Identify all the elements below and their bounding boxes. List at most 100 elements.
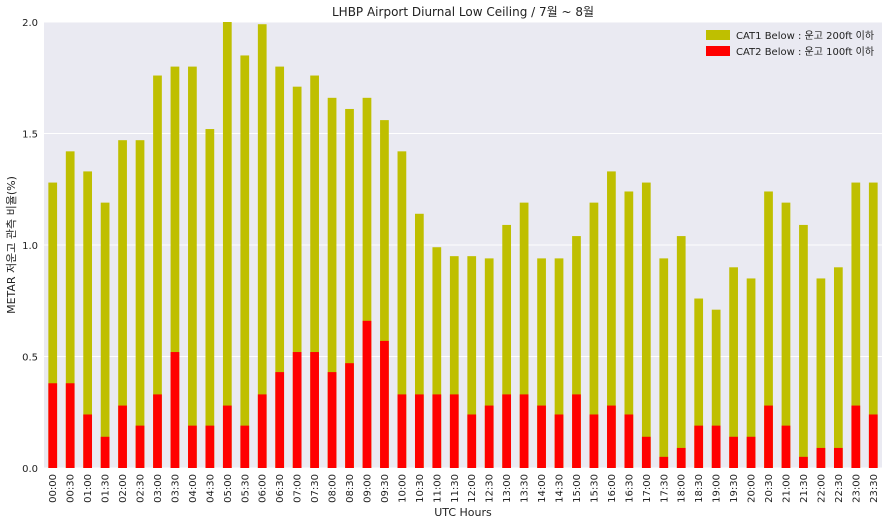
bar-cat1 [222, 22, 232, 468]
bar-cat2 [310, 352, 319, 468]
bar-cat1 [345, 108, 354, 468]
x-tick-label: 14:30 [555, 474, 566, 503]
bar-cat2 [380, 340, 389, 468]
bar-cat1 [484, 258, 494, 468]
x-tick-label: 17:30 [659, 474, 670, 503]
x-tick-label: 13:00 [502, 474, 513, 503]
bar-cat2 [572, 394, 581, 468]
x-axis-label: UTC Hours [434, 506, 492, 519]
bar-cat1 [764, 191, 773, 469]
x-tick-label: 11:30 [450, 474, 461, 503]
legend-swatch-cat2 [706, 46, 730, 56]
x-tick-label: 18:00 [677, 474, 688, 503]
bar-cat2 [502, 394, 512, 468]
y-tick-label: 0.5 [22, 353, 38, 364]
bar-cat2 [345, 363, 354, 468]
bar-cat2 [257, 394, 267, 468]
bar-cat1 [100, 202, 110, 468]
x-tick-label: 12:30 [485, 474, 496, 503]
bar-cat1 [572, 236, 581, 468]
bar-cat2 [799, 456, 808, 468]
bar-cat2 [694, 425, 704, 468]
bar-cat2 [362, 320, 372, 468]
bar-cat2 [275, 372, 285, 468]
bar-cat2 [48, 383, 58, 468]
x-tick-label: 16:00 [607, 474, 618, 503]
x-tick-label: 07:00 [293, 474, 304, 503]
x-tick-label: 21:30 [799, 474, 810, 503]
bar-cat2 [100, 436, 110, 468]
x-tick-label: 01:30 [101, 474, 112, 503]
y-tick-label: 1.0 [22, 241, 38, 252]
x-tick-label: 08:30 [345, 474, 356, 503]
bar-cat2 [676, 447, 686, 468]
bar-cat1 [327, 97, 337, 468]
series-cat2-bars [48, 320, 878, 468]
bar-cat2 [659, 456, 669, 468]
y-axis-label: METAR 저운고 관측 비율(%) [5, 176, 18, 314]
bar-cat2 [484, 405, 494, 468]
grid-layer [44, 21, 882, 469]
bar-cat1 [292, 86, 302, 469]
x-tick-label: 22:30 [834, 474, 845, 503]
x-tick-label: 21:00 [781, 474, 792, 503]
bar-cat2 [327, 372, 337, 468]
bar-cat1 [641, 182, 651, 468]
x-tick-label: 10:00 [397, 474, 408, 503]
x-tick-label: 13:30 [520, 474, 531, 503]
bar-cat1 [449, 256, 459, 468]
bar-cat1 [188, 66, 197, 468]
x-tick-label: 22:00 [816, 474, 827, 503]
x-tick-label: 20:30 [764, 474, 775, 503]
bar-cat1 [816, 278, 826, 468]
x-tick-label: 00:00 [48, 474, 59, 503]
bar-cat2 [833, 447, 843, 468]
bar-cat1 [65, 151, 75, 468]
x-tick-label: 19:30 [729, 474, 740, 503]
x-tick-label: 15:30 [589, 474, 600, 503]
bar-cat1 [659, 258, 669, 468]
bar-cat1 [537, 258, 546, 468]
x-tick-label: 00:30 [66, 474, 77, 503]
bar-cat1 [240, 55, 250, 468]
bar-cat2 [624, 414, 634, 468]
bar-cat1 [135, 140, 145, 468]
bar-cat2 [65, 383, 75, 468]
x-tick-label: 11:00 [432, 474, 443, 503]
bar-cat1 [799, 224, 808, 468]
bar-cat2 [449, 394, 459, 468]
x-tick-label: 16:30 [624, 474, 635, 503]
x-tick-label: 19:00 [712, 474, 723, 503]
bar-cat1 [153, 75, 162, 469]
y-tick-label: 1.5 [22, 130, 38, 141]
x-tick-label: 05:00 [223, 474, 234, 503]
bar-cat1 [833, 267, 843, 468]
x-tick-label: 04:30 [205, 474, 216, 503]
bar-cat1 [467, 256, 477, 468]
bar-cat2 [135, 425, 145, 468]
bar-cat2 [711, 425, 721, 468]
bar-cat2 [641, 436, 651, 468]
x-tick-label: 23:00 [851, 474, 862, 503]
x-tick-label: 06:00 [258, 474, 269, 503]
bar-cat1 [554, 258, 564, 468]
x-tick-label: 06:30 [275, 474, 286, 503]
x-tick-label: 20:00 [747, 474, 758, 503]
bar-cat2 [519, 394, 529, 468]
bar-cat2 [781, 425, 791, 468]
bar-cat2 [170, 352, 180, 468]
x-tick-label: 02:30 [136, 474, 147, 503]
bar-cat1 [83, 171, 93, 468]
bar-cat1 [257, 24, 267, 468]
bar-cat2 [83, 414, 93, 468]
bar-cat2 [851, 405, 861, 468]
series-cat1-bars [48, 22, 878, 469]
legend-swatch-cat1 [706, 30, 730, 40]
x-tick-label: 05:30 [240, 474, 251, 503]
bar-cat2 [607, 405, 616, 468]
bar-cat2 [432, 394, 442, 468]
x-tick-label: 04:00 [188, 474, 199, 503]
bar-cat1 [397, 151, 407, 468]
